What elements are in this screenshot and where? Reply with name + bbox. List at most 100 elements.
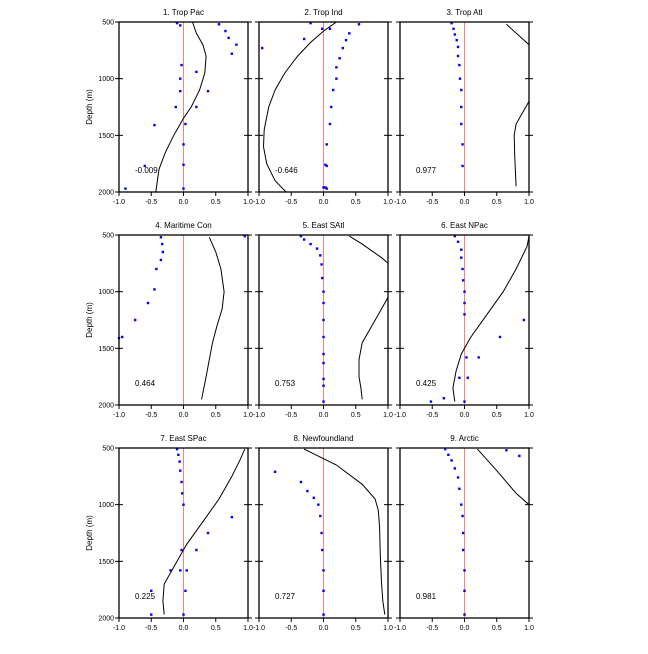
panel-7-data-point: [150, 589, 153, 592]
panel-4-ytick-label: 1000: [98, 289, 114, 296]
panel-3-data-point: [461, 164, 464, 168]
panel-3-xtick-label: 1.0: [524, 199, 534, 206]
panel-5-data-point: [322, 318, 325, 322]
panel-3-xtick-label: -1.0: [394, 199, 406, 206]
panel-1-data-point: [180, 63, 183, 67]
panel-2-data-point: [335, 77, 338, 80]
panel-8-data-point: [299, 480, 303, 484]
panel-8-data-point: [320, 531, 323, 535]
panel-4-data-point: [155, 267, 158, 271]
panel-5-data-point: [322, 400, 325, 403]
panel-9-annotation: 0.981: [416, 592, 437, 601]
panel-7-data-point: [195, 548, 198, 552]
panel-1-ytick-label: 1500: [98, 133, 114, 140]
panel-4-xtick-label: 0.0: [179, 412, 189, 419]
panel-8-xtick-label: 1.0: [383, 625, 393, 632]
panel-4-data-point: [243, 234, 246, 238]
panel-9-data-point: [460, 503, 463, 506]
panel-3-xtick-label: -0.5: [426, 199, 438, 206]
panel-1-data-point: [235, 43, 238, 46]
panel-6-data-point: [442, 397, 446, 400]
panel-1-data-point: [179, 89, 182, 93]
panel-1-data-point: [182, 143, 185, 146]
panel-9-data-point: [518, 454, 521, 458]
panel-8-annotation: 0.727: [275, 592, 296, 601]
panel-1-ytick-label: 2000: [98, 190, 114, 197]
panel-7-ytick-label: 2000: [98, 616, 114, 623]
panel-3-data-point: [461, 143, 464, 146]
panel-3-data-point: [450, 21, 453, 25]
panel-8-data-point: [317, 503, 320, 506]
panel-9-data-point: [463, 613, 466, 616]
panel-5-data-point: [322, 301, 325, 305]
panel-1-data-point: [174, 105, 177, 109]
panel-4-ytick-label: 2000: [98, 403, 114, 410]
panel-5-data-point: [321, 276, 324, 280]
panel-5-data-point: [302, 238, 306, 241]
panel-6-xtick-label: 0.0: [460, 412, 470, 419]
panel-5-data-point: [322, 290, 325, 293]
panel-1-xtick-label: 0.5: [211, 199, 221, 206]
panel-2-data-point: [344, 38, 348, 42]
panel-4-xtick-label: 0.5: [211, 412, 221, 419]
panel-6-data-point: [463, 301, 466, 305]
panel-2-data-point: [328, 27, 332, 30]
panel-4-title: 4. Maritime Con: [155, 221, 211, 230]
panel-4-data-point: [153, 288, 156, 291]
panel-3-data-point: [452, 27, 455, 30]
panel-1-data-point: [217, 23, 221, 26]
panel-2-data-point: [328, 122, 332, 126]
panel-3-title: 3. Trop Atl: [446, 8, 482, 17]
panel-2-data-point: [335, 66, 338, 69]
panel-1-xtick-label: 0.0: [179, 199, 189, 206]
panel-5-data-point: [309, 242, 312, 246]
panel-5-data-point: [322, 377, 325, 381]
panel-2-data-point: [261, 46, 264, 50]
panel-7-ytick-label: 1500: [98, 559, 114, 566]
panel-8-data-point: [322, 589, 325, 592]
panel-1-annotation: -0.009: [135, 166, 158, 175]
panel-3-xtick-label: 0.5: [492, 199, 502, 206]
panel-9-data-point: [462, 531, 465, 535]
panel-7-xtick-label: 0.5: [211, 625, 221, 632]
panel-1-data-point: [175, 21, 179, 25]
panel-7-annotation: 0.225: [135, 592, 156, 601]
panel-1-data-point: [179, 24, 182, 27]
panel-6-data-point: [462, 279, 465, 282]
panel-6-data-point: [429, 400, 433, 403]
panel-7-data-point: [179, 469, 182, 472]
panel-3-data-point: [458, 63, 461, 67]
panel-7-data-point: [182, 613, 185, 616]
panel-1-data-point: [124, 187, 127, 190]
panel-1-xtick-label: -1.0: [113, 199, 125, 206]
panel-1-data-point: [179, 77, 182, 80]
panel-4-xtick-label: -0.5: [145, 412, 157, 419]
panel-8-xtick-label: 0.0: [319, 625, 329, 632]
panel-8-curve: [303, 448, 386, 615]
panel-4-ytick-label: 1500: [98, 346, 114, 353]
panel-2-data-point: [325, 164, 328, 168]
panel-7-data-point: [175, 447, 179, 451]
panel-7-data-point: [185, 569, 188, 572]
panel-8-title: 8. Newfoundland: [293, 434, 353, 443]
panel-6-data-point: [458, 376, 461, 379]
panel-1-data-point: [227, 36, 230, 40]
panel-2-title: 2. Trop Ind: [304, 8, 342, 17]
panel-2-xtick-label: 0.5: [351, 199, 361, 206]
panel-1-data-point: [195, 105, 198, 109]
panel-7-data-point: [230, 515, 234, 519]
panel-1-curve: [155, 22, 207, 192]
panel-8-data-point: [321, 548, 324, 552]
panel-8-data-point: [273, 470, 277, 473]
panel-5-data-point: [315, 247, 319, 250]
panel-4-xtick-label: 1.0: [243, 412, 253, 419]
panel-6-xtick-label: 1.0: [524, 412, 534, 419]
panel-7-data-point: [179, 569, 182, 572]
panel-8-xtick-label: -1.0: [253, 625, 265, 632]
panel-7-data-point: [180, 548, 183, 552]
panel-8-data-point: [322, 569, 325, 572]
panel-5-data-point: [322, 352, 325, 356]
panel-6-data-point: [460, 248, 463, 251]
panel-1-data-point: [230, 52, 234, 55]
